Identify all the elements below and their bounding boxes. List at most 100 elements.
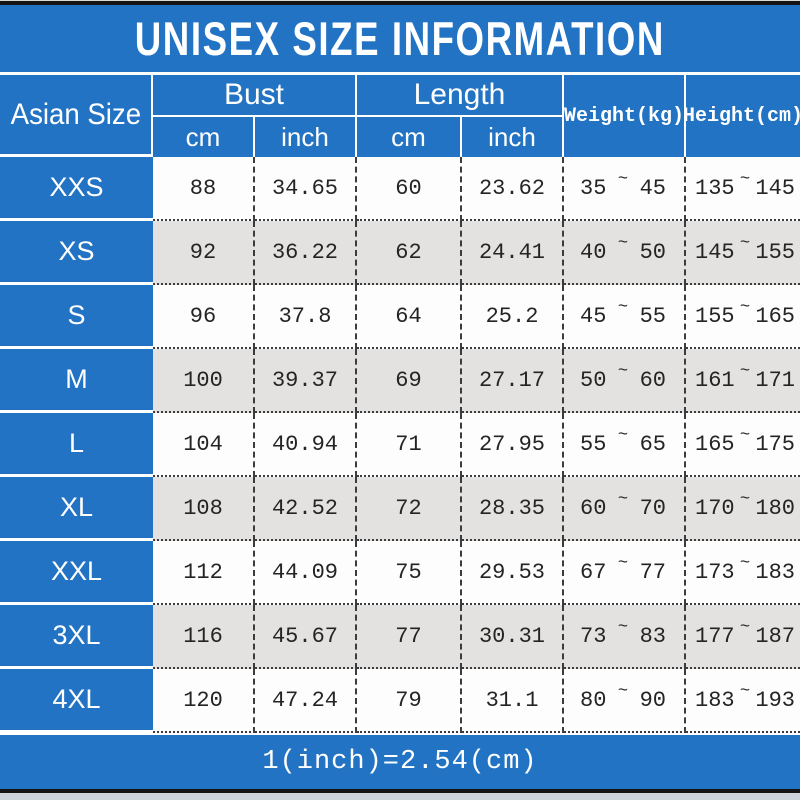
- bust-inch-cell: 40.94: [255, 413, 357, 477]
- tilde-separator: ~: [739, 169, 751, 189]
- tilde-separator: ~: [617, 233, 629, 253]
- size-cell: L: [0, 413, 153, 477]
- length-inch-cell: 30.31: [462, 605, 564, 669]
- size-cell: XL: [0, 477, 153, 541]
- table-row: XS 92 36.22 62 24.41 40 ~ 50 145 ~ 155: [0, 221, 800, 285]
- bust-cm-cell: 96: [153, 285, 255, 349]
- height-min: 161: [695, 367, 735, 393]
- bust-inch-cell: 42.52: [255, 477, 357, 541]
- weight-max: 90: [639, 687, 666, 713]
- length-inch-cell: 31.1: [462, 669, 564, 733]
- weight-range-cell: 80 ~ 90: [564, 669, 686, 733]
- length-cm-cell: 79: [357, 669, 462, 733]
- header-bust-inch: inch: [255, 117, 357, 157]
- length-inch-cell: 27.17: [462, 349, 564, 413]
- bust-cm-cell: 108: [153, 477, 255, 541]
- tilde-separator: ~: [739, 233, 751, 253]
- height-max: 180: [755, 495, 795, 521]
- bust-inch-cell: 47.24: [255, 669, 357, 733]
- tilde-separator: ~: [617, 617, 629, 637]
- tilde-separator: ~: [739, 681, 751, 701]
- length-inch-cell: 29.53: [462, 541, 564, 605]
- weight-range-cell: 40 ~ 50: [564, 221, 686, 285]
- weight-range-cell: 45 ~ 55: [564, 285, 686, 349]
- header-weight: Weight(kg): [564, 75, 686, 157]
- weight-max: 83: [639, 623, 666, 649]
- bust-cm-cell: 104: [153, 413, 255, 477]
- tilde-separator: ~: [617, 297, 629, 317]
- length-inch-cell: 24.41: [462, 221, 564, 285]
- weight-max: 65: [639, 431, 666, 457]
- tilde-separator: ~: [739, 617, 751, 637]
- length-cm-cell: 71: [357, 413, 462, 477]
- header-group-bust: Bust: [153, 75, 357, 117]
- weight-max: 50: [639, 239, 666, 265]
- length-inch-cell: 27.95: [462, 413, 564, 477]
- size-cell: 4XL: [0, 669, 153, 733]
- weight-range-cell: 55 ~ 65: [564, 413, 686, 477]
- height-min: 135: [695, 175, 735, 201]
- weight-range-cell: 60 ~ 70: [564, 477, 686, 541]
- tilde-separator: ~: [617, 425, 629, 445]
- length-cm-cell: 60: [357, 157, 462, 221]
- tilde-separator: ~: [617, 169, 629, 189]
- height-max: 145: [755, 175, 795, 201]
- weight-min: 45: [580, 303, 607, 329]
- height-range-cell: 155 ~ 165: [686, 285, 800, 349]
- header-bust-cm: cm: [153, 117, 255, 157]
- table-row: S 96 37.8 64 25.2 45 ~ 55 155 ~ 165: [0, 285, 800, 349]
- weight-range-cell: 73 ~ 83: [564, 605, 686, 669]
- title-band: UNISEX SIZE INFORMATION: [0, 5, 800, 75]
- weight-max: 77: [639, 559, 666, 585]
- height-max: 193: [755, 687, 795, 713]
- header-bust-label: Bust: [223, 78, 285, 111]
- weight-min: 40: [580, 239, 607, 265]
- bust-cm-cell: 112: [153, 541, 255, 605]
- height-min: 155: [695, 303, 735, 329]
- top-black-bar: [0, 1, 800, 5]
- conversion-note: 1(inch)=2.54(cm): [262, 747, 538, 777]
- weight-min: 55: [580, 431, 607, 457]
- top-edge-light-line: [0, 0, 800, 1]
- length-cm-cell: 75: [357, 541, 462, 605]
- bust-inch-cell: 37.8: [255, 285, 357, 349]
- weight-min: 80: [580, 687, 607, 713]
- height-range-cell: 170 ~ 180: [686, 477, 800, 541]
- height-range-cell: 177 ~ 187: [686, 605, 800, 669]
- height-max: 171: [755, 367, 795, 393]
- tilde-separator: ~: [739, 297, 751, 317]
- tilde-separator: ~: [617, 681, 629, 701]
- height-range-cell: 165 ~ 175: [686, 413, 800, 477]
- height-max: 187: [755, 623, 795, 649]
- bust-inch-cell: 36.22: [255, 221, 357, 285]
- header-asian-size: Asian Size: [0, 75, 153, 157]
- size-cell: 3XL: [0, 605, 153, 669]
- length-cm-cell: 72: [357, 477, 462, 541]
- length-inch-cell: 25.2: [462, 285, 564, 349]
- table-body: XXS 88 34.65 60 23.62 35 ~ 45 135 ~ 145 …: [0, 157, 800, 733]
- bust-cm-cell: 116: [153, 605, 255, 669]
- header-group-length: Length: [357, 75, 564, 117]
- bust-cm-cell: 100: [153, 349, 255, 413]
- weight-min: 73: [580, 623, 607, 649]
- height-range-cell: 173 ~ 183: [686, 541, 800, 605]
- length-inch-cell: 23.62: [462, 157, 564, 221]
- height-min: 177: [695, 623, 735, 649]
- weight-min: 60: [580, 495, 607, 521]
- height-min: 165: [695, 431, 735, 457]
- weight-max: 70: [639, 495, 666, 521]
- weight-min: 50: [580, 367, 607, 393]
- bust-inch-cell: 39.37: [255, 349, 357, 413]
- bust-cm-cell: 88: [153, 157, 255, 221]
- footer-band: 1(inch)=2.54(cm): [0, 733, 800, 789]
- table-row: M 100 39.37 69 27.17 50 ~ 60 161 ~ 171: [0, 349, 800, 413]
- bust-cm-cell: 92: [153, 221, 255, 285]
- length-cm-cell: 77: [357, 605, 462, 669]
- height-range-cell: 161 ~ 171: [686, 349, 800, 413]
- height-max: 175: [755, 431, 795, 457]
- tilde-separator: ~: [617, 489, 629, 509]
- bust-inch-cell: 34.65: [255, 157, 357, 221]
- tilde-separator: ~: [739, 489, 751, 509]
- table-row: 4XL 120 47.24 79 31.1 80 ~ 90 183 ~ 193: [0, 669, 800, 733]
